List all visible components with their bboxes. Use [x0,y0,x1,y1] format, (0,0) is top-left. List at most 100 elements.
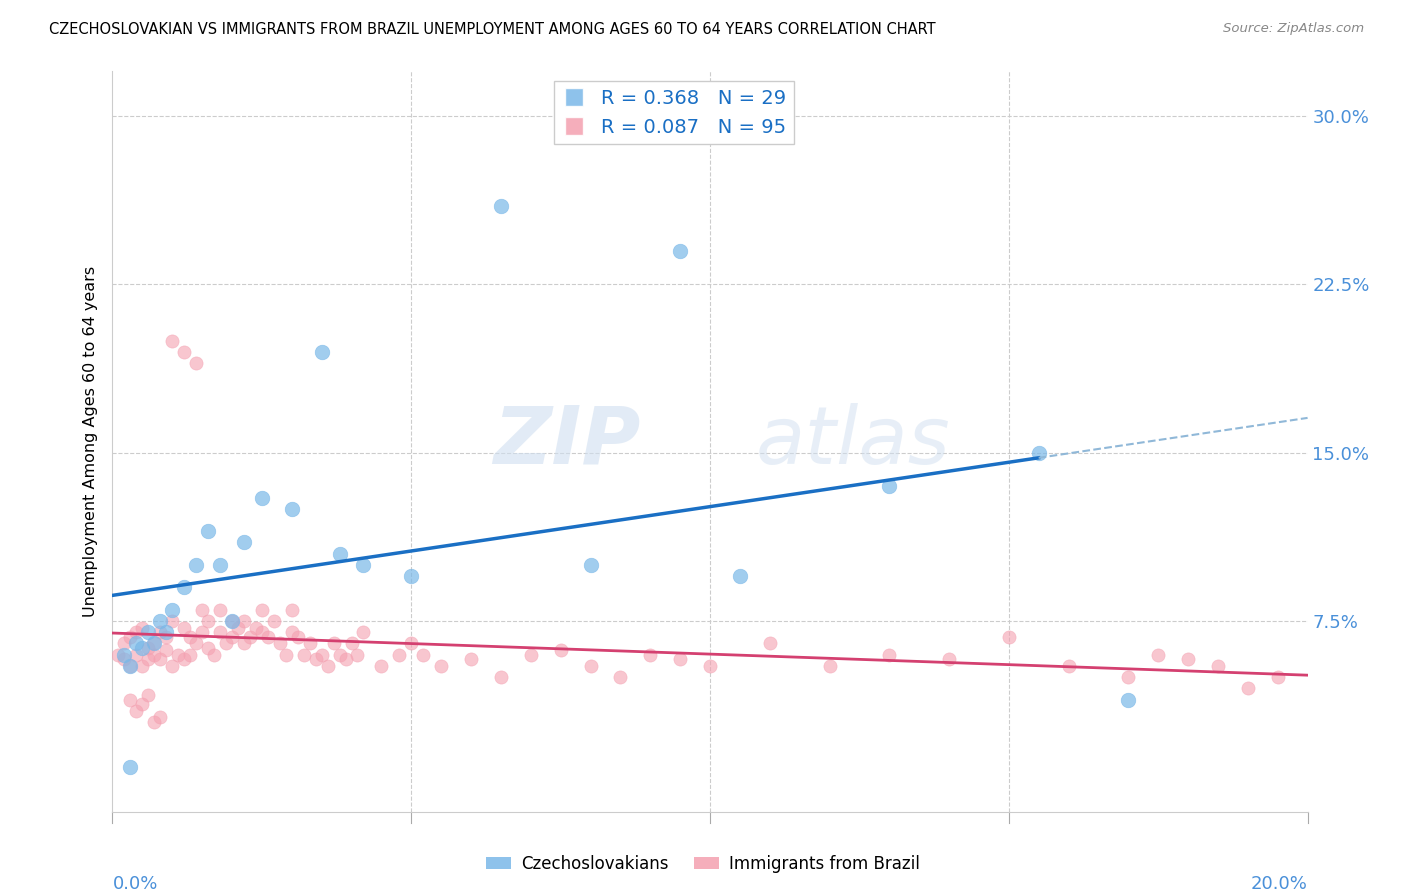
Point [728,569,751,583]
Point [759,636,782,650]
Point [1237,681,1260,696]
Point [125,648,148,662]
Point [430,659,453,673]
Point [1118,670,1140,684]
Point [1177,652,1199,666]
Legend: Czechoslovakians, Immigrants from Brazil: Czechoslovakians, Immigrants from Brazil [479,848,927,880]
Point [640,648,662,662]
Point [120,659,142,673]
Point [401,569,423,583]
Text: 20.0%: 20.0% [1251,874,1308,892]
Text: 0.0%: 0.0% [112,874,157,892]
Point [226,621,249,635]
Point [138,625,160,640]
Point [149,710,172,724]
Point [186,558,208,572]
Point [162,603,183,617]
Point [305,652,328,666]
Point [149,625,172,640]
Point [114,652,135,666]
Point [550,643,572,657]
Point [209,558,232,572]
Point [233,614,256,628]
Point [120,692,142,706]
Point [191,625,214,640]
Point [311,344,333,359]
Point [221,614,243,628]
Point [197,614,219,628]
Point [233,636,256,650]
Point [1206,659,1229,673]
Point [107,648,129,662]
Point [149,652,172,666]
Point [155,625,177,640]
Point [250,491,273,505]
Point [221,630,243,644]
Point [143,636,166,650]
Point [699,659,721,673]
Point [125,636,148,650]
Point [489,670,512,684]
Point [250,625,273,640]
Point [233,535,256,549]
Point [316,659,339,673]
Point [335,652,357,666]
Point [155,630,177,644]
Point [125,625,148,640]
Point [245,621,267,635]
Point [609,670,631,684]
Point [138,640,160,655]
Point [818,659,841,673]
Point [281,625,304,640]
Point [329,648,352,662]
Point [143,636,166,650]
Point [346,648,368,662]
Point [197,524,219,539]
Point [292,648,315,662]
Point [401,636,423,650]
Point [998,630,1021,644]
Point [173,344,195,359]
Point [120,630,142,644]
Point [879,648,901,662]
Point [322,636,344,650]
Point [179,630,201,644]
Text: Source: ZipAtlas.com: Source: ZipAtlas.com [1223,22,1364,36]
Point [269,636,291,650]
Point [186,356,208,370]
Point [215,636,238,650]
Point [311,648,333,662]
Point [186,636,208,650]
Point [138,688,160,702]
Point [388,648,411,662]
Point [114,636,135,650]
Point [162,614,183,628]
Point [143,648,166,662]
Point [274,648,297,662]
Point [669,652,692,666]
Text: atlas: atlas [756,402,950,481]
Point [353,558,375,572]
Point [1057,659,1080,673]
Point [173,580,195,594]
Point [221,614,243,628]
Point [131,640,153,655]
Point [579,558,602,572]
Point [263,614,285,628]
Point [1147,648,1170,662]
Point [281,501,304,516]
Legend: R = 0.368   N = 29, R = 0.087   N = 95: R = 0.368 N = 29, R = 0.087 N = 95 [554,81,794,145]
Point [131,697,153,711]
Point [298,636,321,650]
Point [340,636,363,650]
Point [162,334,183,348]
Point [1118,692,1140,706]
Text: CZECHOSLOVAKIAN VS IMMIGRANTS FROM BRAZIL UNEMPLOYMENT AMONG AGES 60 TO 64 YEARS: CZECHOSLOVAKIAN VS IMMIGRANTS FROM BRAZI… [49,22,936,37]
Y-axis label: Unemployment Among Ages 60 to 64 years: Unemployment Among Ages 60 to 64 years [83,266,98,617]
Point [879,479,901,493]
Point [179,648,201,662]
Point [125,704,148,718]
Point [120,760,142,774]
Point [412,648,434,662]
Point [1028,446,1050,460]
